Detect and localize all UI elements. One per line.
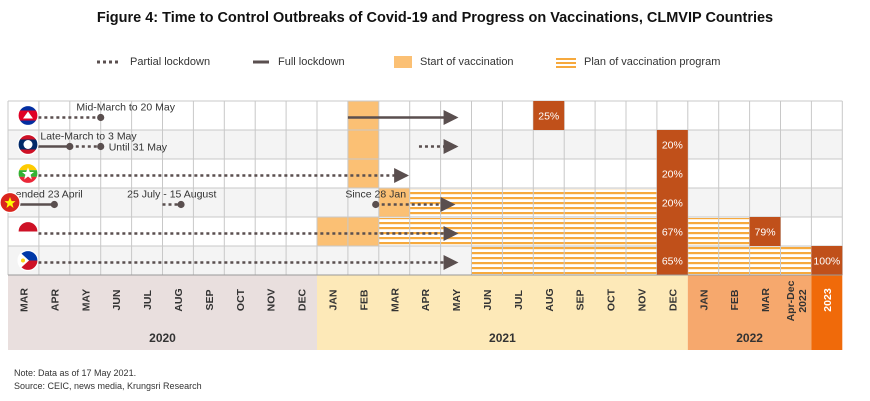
month-label: SEP xyxy=(575,289,587,310)
start-vaccination-bar xyxy=(347,130,379,159)
coverage-label: 67% xyxy=(662,227,683,239)
month-label: FEB xyxy=(358,289,370,310)
month-label: JUN xyxy=(111,289,123,310)
month-label: MAY xyxy=(80,289,92,311)
coverage-label: 25% xyxy=(538,111,559,123)
month-label: OCT xyxy=(606,288,618,311)
coverage-box xyxy=(656,130,688,159)
legend-plan-vaccination-label: Plan of vaccination program xyxy=(584,56,721,68)
year-label: 2022 xyxy=(736,331,763,345)
month-label: 2023 xyxy=(822,288,834,312)
coverage-box xyxy=(533,101,565,130)
month-label: DEC xyxy=(667,288,679,311)
year-band xyxy=(8,275,317,350)
month-label: JUL xyxy=(142,289,154,309)
lockdown-annotation: Late-March to 3 May xyxy=(40,131,137,143)
month-label: APR xyxy=(420,288,432,311)
coverage-box xyxy=(749,217,781,246)
coverage-label: 20% xyxy=(662,169,683,181)
legend-full-lockdown: Full lockdown xyxy=(252,56,345,68)
row-band xyxy=(8,101,843,130)
philippines-flag xyxy=(17,249,39,272)
month-label: Apr-Dec2022 xyxy=(785,280,809,321)
coverage-label: 79% xyxy=(755,227,776,239)
start-vaccination-bar xyxy=(378,188,410,217)
timeline-chart: 25% 20% 20% 20% 67% 79% 65% 100% Mid-March to 20… xyxy=(0,100,843,350)
legend-plan-vaccination: Plan of vaccination program xyxy=(556,56,720,68)
partial-lockdown-swatch xyxy=(97,60,121,64)
start-vaccination-bar xyxy=(347,159,379,188)
myanmar-flag xyxy=(17,162,39,185)
month-label: MAY xyxy=(451,289,463,311)
coverage-label: 20% xyxy=(662,140,683,152)
year-label: 2020 xyxy=(149,331,176,345)
start-vaccination-swatch xyxy=(394,56,412,68)
legend-partial-lockdown-label: Partial lockdown xyxy=(130,56,211,68)
lockdown-annotation: Since 28 Jan xyxy=(345,189,406,201)
lockdown-annotation: Until 31 May xyxy=(109,142,168,154)
coverage-box xyxy=(811,246,843,275)
coverage-box xyxy=(656,246,688,275)
month-label: MAR xyxy=(389,288,401,312)
year-band xyxy=(687,275,812,350)
vietnam-flag xyxy=(0,191,21,214)
lockdown-end-dot xyxy=(97,142,105,151)
month-label: JUN xyxy=(482,289,494,310)
coverage-box xyxy=(656,188,688,217)
legend-start-vaccination: Start of vaccination xyxy=(394,56,514,68)
month-label: AUG xyxy=(544,288,556,311)
month-label: SEP xyxy=(204,289,216,310)
month-label: NOV xyxy=(266,289,278,312)
cambodia-flag xyxy=(17,104,39,127)
footnote: Note: Data as of 17 May 2021. Source: CE… xyxy=(14,367,202,393)
lockdown-end-dot xyxy=(177,200,185,209)
legend-start-vaccination-label: Start of vaccination xyxy=(420,56,514,68)
coverage-box xyxy=(656,217,688,246)
row-band xyxy=(8,130,843,159)
note-text: Note: Data as of 17 May 2021. xyxy=(14,368,137,378)
plan-vaccination-bar xyxy=(378,218,657,245)
start-vaccination-bar xyxy=(347,101,379,130)
row-band xyxy=(8,159,843,188)
legend-partial-lockdown: Partial lockdown xyxy=(96,56,210,68)
legend-full-lockdown-label: Full lockdown xyxy=(278,56,345,68)
month-label: JAN xyxy=(698,289,710,310)
lockdown-end-dot xyxy=(97,113,105,122)
month-label: FEB xyxy=(729,289,741,310)
legend: Partial lockdown Full lockdown Start of … xyxy=(96,56,796,72)
coverage-label: 100% xyxy=(813,256,840,268)
month-label: AUG xyxy=(173,288,185,311)
lockdown-start-dot xyxy=(372,200,380,209)
month-label: OCT xyxy=(235,288,247,311)
full-lockdown-swatch xyxy=(253,60,269,64)
source-text: Source: CEIC, news media, Krungsri Resea… xyxy=(14,381,202,391)
month-label: MAR xyxy=(18,288,30,312)
month-label: JUL xyxy=(513,289,525,309)
month-label: NOV xyxy=(636,289,648,312)
month-label: APR xyxy=(49,288,61,311)
coverage-label: 65% xyxy=(662,256,683,268)
chart-title: Figure 4: Time to Control Outbreaks of C… xyxy=(96,10,774,26)
lockdown-annotation: Mid-March to 20 May xyxy=(76,102,175,114)
coverage-label: 20% xyxy=(662,198,683,210)
laos-flag xyxy=(17,133,39,156)
month-label: DEC xyxy=(297,288,309,311)
year-band xyxy=(317,275,688,350)
indonesia-flag xyxy=(17,220,39,243)
lockdown-end-dot xyxy=(50,200,58,209)
year-label: 2021 xyxy=(489,331,516,345)
month-label: MAR xyxy=(760,288,772,312)
year-band xyxy=(811,275,843,350)
plan-vaccination-swatch xyxy=(556,56,576,68)
lockdown-annotation: 25 July - 15 August xyxy=(127,189,216,201)
lockdown-annotation: ended 23 April xyxy=(16,189,83,201)
coverage-box xyxy=(656,159,688,188)
month-label: JAN xyxy=(327,289,339,310)
